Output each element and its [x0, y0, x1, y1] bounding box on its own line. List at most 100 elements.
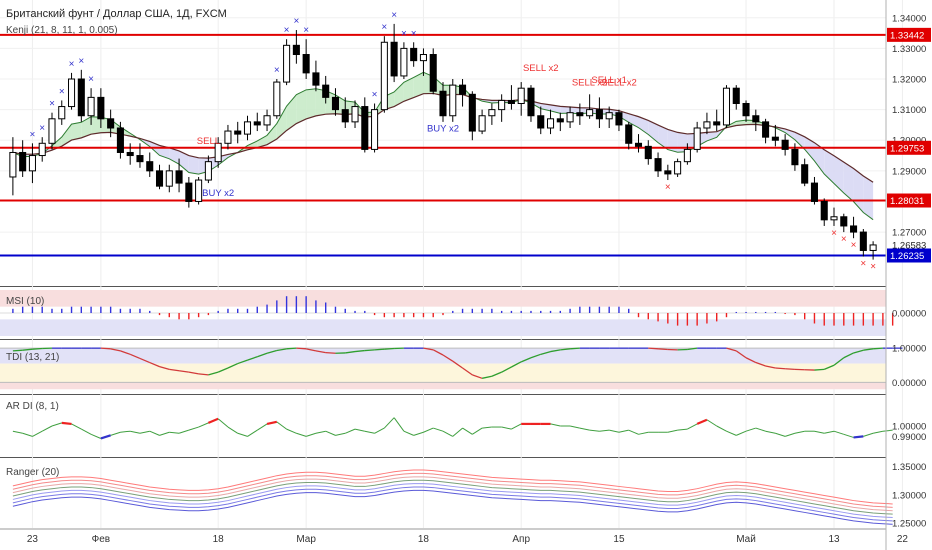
ardi-line-segment	[882, 429, 893, 432]
signal-cross-marker: ×	[665, 182, 671, 193]
buy-signal-label: BUY x2	[427, 123, 459, 134]
candle-down	[634, 142, 643, 147]
ardi-line-segment	[383, 417, 395, 429]
candle-down	[234, 130, 242, 135]
ranger-band-line	[12, 469, 893, 505]
sell-signal-label: SELL	[197, 136, 220, 147]
ardi-line-segment	[305, 432, 317, 437]
tdi-line-segment	[423, 347, 434, 351]
ardi-line-segment	[745, 427, 756, 432]
candle-down	[331, 96, 340, 111]
tdi-line-segment	[198, 373, 209, 376]
ardi-line-segment	[726, 430, 737, 436]
candle-up	[488, 109, 496, 117]
signal-cross-marker: ×	[401, 28, 407, 39]
tdi-line-segment	[755, 361, 766, 367]
signal-cross-marker: ×	[831, 228, 837, 239]
candle-up	[9, 151, 17, 178]
tdi-line-segment	[501, 366, 512, 373]
tdi-line-segment	[237, 359, 248, 365]
candle-up	[195, 179, 203, 202]
candle-up	[371, 109, 379, 150]
ardi-line-segment	[423, 427, 434, 433]
ardi-line-segment	[501, 426, 512, 430]
candle-down	[742, 102, 750, 117]
candle-up	[703, 121, 711, 129]
ardi-line-segment	[198, 422, 209, 428]
tdi-line-segment	[530, 353, 541, 359]
candle-down	[439, 90, 447, 117]
ardi-line-segment	[139, 430, 150, 434]
tdi-line-segment	[570, 347, 580, 350]
candle-down	[410, 47, 418, 62]
tdi-line-segment	[257, 352, 268, 358]
candle-down	[302, 54, 310, 74]
candle-up	[351, 106, 359, 123]
tdi-line-segment	[325, 351, 336, 354]
ardi-line-segment	[335, 432, 346, 436]
tdi-line-segment	[296, 347, 307, 350]
candle-down	[527, 87, 535, 117]
ardi-line-segment	[51, 422, 62, 427]
tdi-line-segment	[208, 371, 219, 376]
ardi-line-segment	[784, 432, 796, 437]
candle-down	[791, 148, 799, 166]
candle-up	[165, 170, 173, 187]
tdi-line-segment	[658, 348, 668, 351]
ardi-line-segment	[765, 430, 776, 434]
candle-down	[107, 118, 115, 129]
ardi-line-segment	[61, 421, 72, 426]
tdi-line-segment	[217, 367, 229, 373]
candle-up	[566, 112, 574, 123]
tdi-line-segment	[110, 348, 121, 352]
kenji-cloud-segment	[394, 82, 404, 107]
tdi-line-segment	[785, 368, 795, 371]
tdi-middle-band	[0, 363, 886, 383]
price-label-text: 1.26235	[890, 251, 924, 262]
signal-cross-marker: ×	[841, 234, 847, 245]
ardi-line-segment	[345, 428, 356, 434]
candle-down	[459, 84, 467, 95]
candle-down	[644, 145, 652, 160]
signal-cross-marker: ×	[78, 56, 84, 67]
kenji-cloud-segment	[560, 106, 571, 114]
ardi-line-segment	[716, 425, 727, 432]
ardi-line-segment	[217, 418, 229, 428]
candle-up	[722, 87, 731, 126]
kenji-cloud-segment	[863, 175, 874, 220]
candle-down	[713, 121, 721, 126]
tdi-line-segment	[814, 368, 825, 371]
kenji-cloud-segment	[570, 106, 580, 114]
kenji-cloud-segment	[638, 116, 649, 135]
kenji-cloud-segment	[413, 72, 424, 98]
candle-down	[146, 161, 154, 172]
tdi-line-segment	[159, 366, 170, 371]
tdi-line-segment	[687, 347, 698, 351]
price-label-box	[887, 248, 931, 263]
ardi-line-segment	[237, 432, 248, 437]
signal-cross-marker: ×	[851, 240, 857, 251]
ardi-tick-label: 0.99000	[892, 432, 926, 443]
candle-down	[507, 99, 515, 104]
kenji-cloud-segment	[804, 136, 815, 161]
price-label-box	[887, 27, 931, 42]
sell-signal-label: SELL x2	[572, 78, 608, 89]
buy-signal-label: BUY x2	[202, 188, 234, 199]
ardi-line-segment	[364, 430, 375, 434]
ardi-line-segment	[609, 429, 620, 433]
candle-down	[253, 121, 261, 126]
time-tick-label: 18	[418, 534, 430, 545]
ardi-line-segment	[227, 426, 238, 434]
candle-down	[840, 216, 848, 227]
signal-cross-marker: ×	[870, 262, 876, 273]
kenji-cloud-segment	[257, 135, 268, 148]
candle-up	[498, 99, 506, 111]
signal-cross-marker: ×	[411, 28, 417, 39]
candle-down	[820, 200, 828, 221]
ardi-line-segment	[433, 427, 444, 432]
candle-up	[517, 87, 525, 104]
signal-cross-marker: ×	[59, 86, 65, 97]
tdi-line-segment	[364, 349, 375, 352]
price-label-text: 1.33442	[890, 30, 924, 41]
